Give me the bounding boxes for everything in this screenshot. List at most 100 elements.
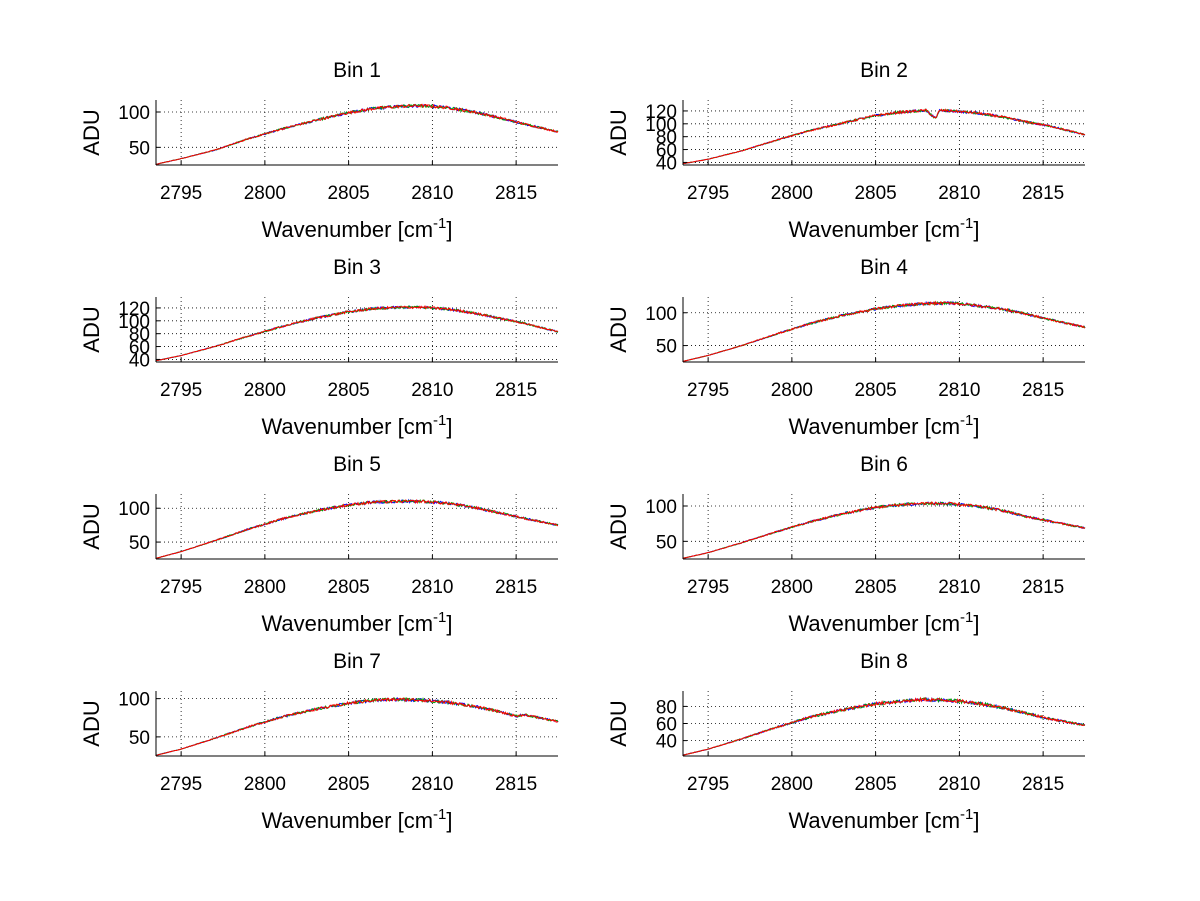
x-tick-label: 2815	[1022, 380, 1064, 401]
x-tick-label: 2795	[160, 380, 202, 401]
subplot-title: Bin 3	[333, 256, 381, 279]
x-tick-label: 2805	[327, 183, 369, 204]
y-tick-label: 50	[656, 532, 677, 553]
series-line-blue	[682, 501, 1086, 559]
y-tick-label: 100	[645, 115, 677, 136]
y-axis-label: ADU	[606, 700, 631, 746]
y-axis-label: ADU	[606, 306, 631, 352]
x-tick-label: 2795	[687, 774, 729, 795]
x-tick-label: 2800	[771, 774, 813, 795]
x-tick-label: 2805	[327, 774, 369, 795]
subplot-bin-6: Bin 6 2795 2800 2805 2810 2815 50 100 Wavenumber…	[606, 453, 1086, 636]
series-line-red	[682, 108, 1086, 165]
y-tick-label: 50	[129, 138, 150, 159]
x-axis-label: Wavenumber [cm-1]	[788, 806, 979, 833]
series-line-green	[155, 498, 559, 559]
x-tick-label: 2800	[244, 380, 286, 401]
y-tick-label: 40	[129, 350, 150, 371]
x-tick-label: 2800	[771, 577, 813, 598]
x-tick-label: 2810	[938, 774, 980, 795]
x-axis-label: Wavenumber [cm-1]	[261, 412, 452, 439]
x-axis-label: Wavenumber [cm-1]	[788, 609, 979, 636]
y-tick-label: 60	[656, 141, 677, 162]
subplot-title: Bin 6	[860, 453, 908, 476]
y-tick-label: 50	[129, 533, 150, 554]
x-tick-label: 2795	[687, 183, 729, 204]
x-tick-label: 2800	[244, 774, 286, 795]
y-axis-label: ADU	[79, 306, 104, 352]
x-tick-label: 2805	[854, 577, 896, 598]
x-tick-label: 2805	[854, 774, 896, 795]
y-tick-label: 120	[118, 299, 150, 320]
series-line-red	[155, 103, 559, 165]
subplot-title: Bin 1	[333, 59, 381, 82]
x-tick-label: 2815	[495, 380, 537, 401]
subplot-title: Bin 7	[333, 650, 381, 673]
series-line-green	[682, 301, 1086, 362]
x-tick-label: 2805	[854, 183, 896, 204]
x-tick-label: 2800	[244, 577, 286, 598]
y-tick-label: 100	[118, 499, 150, 520]
subplot-title: Bin 5	[333, 453, 381, 476]
x-tick-label: 2795	[160, 183, 202, 204]
x-tick-label: 2800	[244, 183, 286, 204]
series-line-red	[155, 498, 559, 559]
x-tick-label: 2795	[160, 577, 202, 598]
y-tick-label: 80	[129, 325, 150, 346]
subplot-bin-5: Bin 5 2795 2800 2805 2810 2815 50 100 Wavenumber…	[79, 453, 559, 636]
x-axis-label: Wavenumber [cm-1]	[788, 412, 979, 439]
series-line-red	[682, 300, 1086, 362]
y-tick-label: 100	[118, 312, 150, 333]
y-tick-label: 100	[645, 497, 677, 518]
y-axis-label: ADU	[606, 503, 631, 549]
x-tick-label: 2800	[771, 183, 813, 204]
x-tick-label: 2810	[411, 183, 453, 204]
x-tick-label: 2815	[1022, 183, 1064, 204]
subplot-bin-4: Bin 4 2795 2800 2805 2810 2815 50 100 Wavenumber…	[606, 256, 1086, 439]
y-tick-label: 50	[656, 337, 677, 358]
subplot-title: Bin 4	[860, 256, 908, 279]
x-axis-label: Wavenumber [cm-1]	[261, 806, 452, 833]
x-tick-label: 2800	[771, 380, 813, 401]
x-tick-label: 2795	[687, 577, 729, 598]
series-line-blue	[155, 103, 559, 165]
series-line-green	[155, 697, 559, 756]
y-tick-label: 80	[656, 128, 677, 149]
y-tick-label: 40	[656, 153, 677, 174]
y-axis-label: ADU	[79, 700, 104, 746]
x-tick-label: 2815	[495, 774, 537, 795]
x-axis-label: Wavenumber [cm-1]	[261, 215, 452, 242]
x-tick-label: 2810	[938, 577, 980, 598]
y-tick-label: 100	[118, 690, 150, 711]
subplot-title: Bin 8	[860, 650, 908, 673]
y-tick-label: 60	[656, 715, 677, 736]
y-tick-label: 50	[129, 728, 150, 749]
y-tick-label: 120	[645, 102, 677, 123]
series-line-green	[682, 501, 1086, 559]
y-tick-label: 40	[656, 732, 677, 753]
x-tick-label: 2815	[1022, 577, 1064, 598]
x-tick-label: 2810	[411, 774, 453, 795]
x-tick-label: 2810	[938, 380, 980, 401]
x-axis-label: Wavenumber [cm-1]	[788, 215, 979, 242]
series-line-red	[682, 501, 1086, 559]
subplot-bin-7: Bin 7 2795 2800 2805 2810 2815 50 100 Wavenumber…	[79, 650, 559, 833]
x-tick-label: 2805	[854, 380, 896, 401]
x-tick-label: 2805	[327, 380, 369, 401]
x-tick-label: 2795	[687, 380, 729, 401]
x-tick-label: 2805	[327, 577, 369, 598]
series-line-red	[682, 696, 1086, 756]
subplot-bin-1: Bin 1 2795 2800 2805 2810 2815 50 100 Wavenumber…	[79, 59, 559, 242]
y-tick-label: 80	[656, 697, 677, 718]
series-line-green	[156, 103, 559, 165]
y-axis-label: ADU	[79, 109, 104, 155]
series-line-blue	[155, 697, 559, 756]
series-line-red	[155, 697, 559, 756]
x-tick-label: 2815	[495, 183, 537, 204]
y-axis-label: ADU	[79, 503, 104, 549]
x-tick-label: 2810	[938, 183, 980, 204]
